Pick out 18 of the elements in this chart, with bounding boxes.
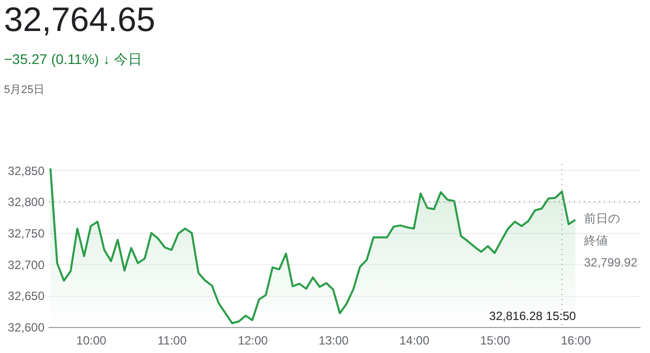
y-tick-label: 32,800: [8, 195, 45, 210]
x-tick-label: 11:00: [158, 334, 187, 348]
y-tick-label: 32,850: [8, 164, 45, 178]
x-tick-label: 14:00: [399, 334, 430, 348]
chart-title: 32,764.65: [4, 1, 156, 39]
y-tick-label: 32,650: [8, 289, 45, 304]
x-tick-label: 15:00: [480, 334, 510, 348]
ref-line-label: 前日の終値 32,799.92: [583, 212, 638, 270]
x-tick-label: 10:00: [76, 334, 107, 348]
text: 5月25日: [4, 84, 44, 96]
y-tick-label: 32,750: [8, 226, 45, 240]
x-tick-label: 12:00: [238, 334, 268, 348]
y-tick-label: 32,600: [8, 320, 45, 334]
x-tick-label: 13:00: [318, 334, 349, 348]
x-tick-label: 16:00: [560, 334, 592, 348]
annotation: 32,816.28 15:50: [489, 309, 576, 323]
y-tick-label: 32,700: [8, 258, 45, 272]
chart-subtitle: −35.27 (0.11%) ↓ 今日: [4, 51, 142, 67]
